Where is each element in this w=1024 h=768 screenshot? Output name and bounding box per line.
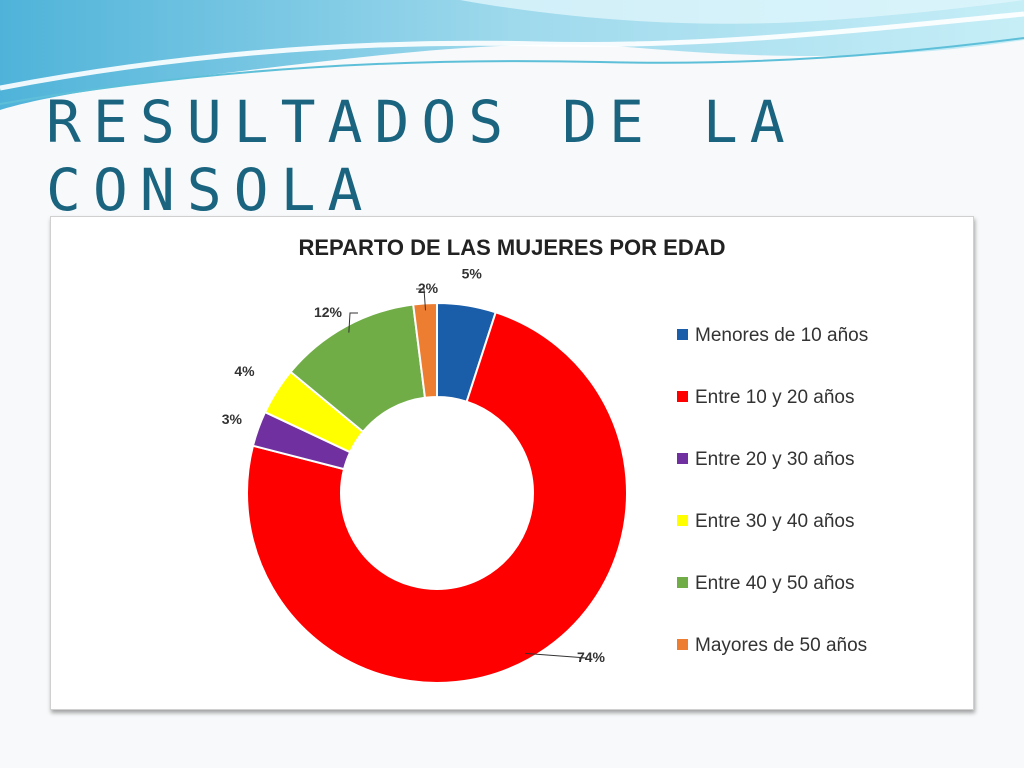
- legend-swatch: [677, 329, 688, 340]
- leader-line-entre-10-y-20-anos: [525, 652, 588, 659]
- legend-item-mayores-de-50-anos: Mayores de 50 años: [677, 635, 867, 657]
- data-label-entre-40-y-50-anos: 12%: [314, 304, 343, 320]
- legend-item-entre-20-y-30-anos: Entre 20 y 30 años: [677, 449, 855, 471]
- slide-title: RESULTADOS DE LA CONSOLA: [46, 88, 797, 224]
- data-label-mayores-de-50-anos: 2%: [418, 280, 439, 296]
- chart-frame: REPARTO DE LAS MUJERES POR EDAD 5% 74% 3% 4…: [50, 216, 974, 710]
- legend-label: Entre 20 y 30 años: [695, 449, 855, 470]
- donut-chart: 5% 74% 3% 4% 12% 2%: [222, 266, 628, 684]
- legend-swatch: [677, 391, 688, 402]
- data-label-menores-de-10-anos: 5%: [462, 266, 483, 282]
- legend-item-entre-40-y-50-anos: Entre 40 y 50 años: [677, 573, 855, 595]
- chart-title: REPARTO DE LAS MUJERES POR EDAD: [298, 235, 726, 260]
- legend-label: Entre 40 y 50 años: [695, 573, 855, 594]
- leader-line-mayores-de-50-anos: [416, 288, 427, 311]
- donut-slice-entre-10-y-20-anos: [246, 311, 628, 684]
- legend-label: Menores de 10 años: [695, 325, 869, 346]
- donut-slice-mayores-de-50-anos: [412, 301, 438, 399]
- legend-swatch: [677, 639, 688, 650]
- data-label-entre-20-y-30-anos: 3%: [222, 411, 243, 427]
- legend-swatch: [677, 577, 688, 588]
- legend-item-menores-de-10-anos: Menores de 10 años: [677, 325, 868, 347]
- legend-label: Mayores de 50 años: [695, 635, 868, 656]
- data-label-entre-30-y-40-anos: 4%: [234, 363, 255, 379]
- legend-label: Entre 30 y 40 años: [695, 511, 855, 532]
- legend-swatch: [677, 515, 688, 526]
- header-wave-banner: [0, 0, 1024, 110]
- legend-swatch: [677, 453, 688, 464]
- legend-item-entre-10-y-20-anos: Entre 10 y 20 años: [677, 387, 855, 409]
- legend-label: Entre 10 y 20 años: [695, 387, 855, 408]
- legend-item-entre-30-y-40-anos: Entre 30 y 40 años: [677, 511, 855, 533]
- leader-line-entre-40-y-50-anos: [348, 312, 358, 333]
- data-label-entre-10-y-20-anos: 74%: [577, 649, 606, 665]
